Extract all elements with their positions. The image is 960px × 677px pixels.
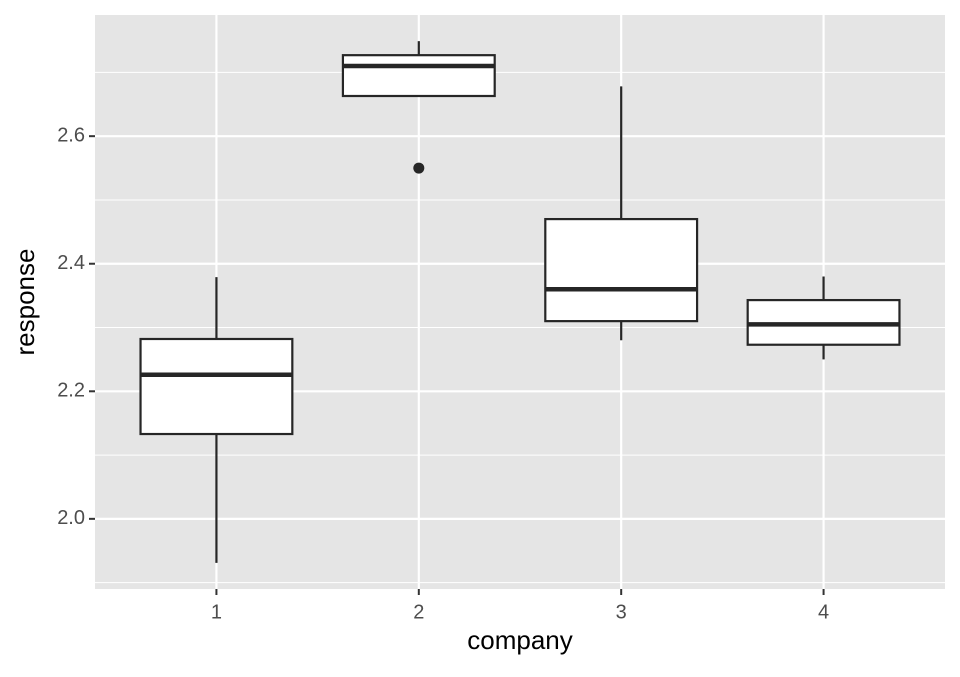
x-tick-label: 3 (616, 601, 627, 623)
y-tick-label: 2.0 (57, 507, 85, 529)
box (544, 217, 699, 323)
x-tick-label: 4 (818, 601, 829, 623)
box (341, 54, 496, 98)
y-axis-title: response (10, 249, 40, 356)
outlier (413, 162, 425, 174)
box (139, 337, 294, 436)
x-axis-title: company (467, 625, 573, 655)
x-tick-label: 1 (211, 601, 222, 623)
y-tick-label: 2.4 (57, 252, 85, 274)
x-tick-label: 2 (413, 601, 424, 623)
y-tick-label: 2.2 (57, 380, 85, 402)
y-tick-label: 2.6 (57, 124, 85, 146)
